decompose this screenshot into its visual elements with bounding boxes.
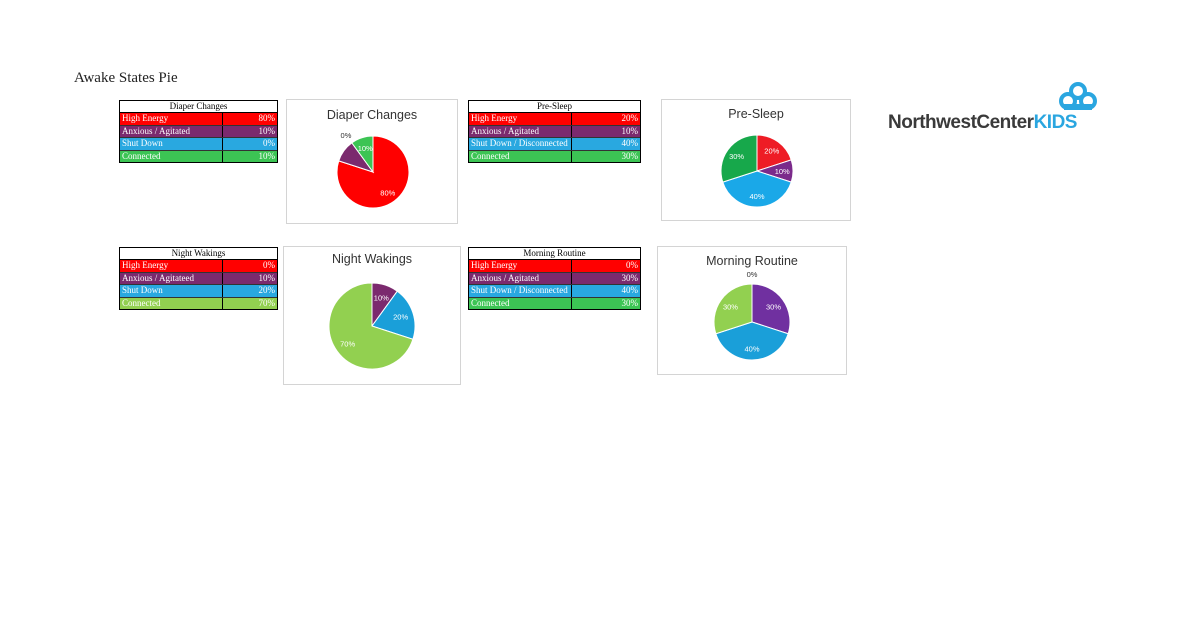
slice-label: 80% <box>380 188 395 197</box>
row-label: Anxious / Agitated <box>120 125 223 137</box>
chart-title: Morning Routine <box>706 254 798 268</box>
table-row: Connected 70% <box>120 296 277 309</box>
slice-label: 10% <box>775 167 790 176</box>
row-label: High Energy <box>469 260 572 272</box>
row-label: Anxious / Agitated <box>469 125 572 137</box>
pie-svg: 10% 20% 70% <box>328 282 416 370</box>
diaper-changes-chart[interactable]: Diaper Changes 80% 0% 10% <box>286 99 458 224</box>
pie-svg: 0% 30% 40% 30% <box>713 270 791 361</box>
table-header: Night Wakings <box>120 248 277 260</box>
row-value: 0% <box>263 260 275 270</box>
pie-slice <box>351 135 374 174</box>
logo-wordmark: NorthwestCenterKIDS <box>888 112 1077 134</box>
row-value: 80% <box>258 113 276 123</box>
table-row: Anxious / Agitated 10% <box>120 124 277 137</box>
row-value: 40% <box>621 138 639 148</box>
row-value: 30% <box>621 272 639 283</box>
diaper-changes-table[interactable]: Diaper Changes High Energy 80% Anxious / A… <box>119 100 278 163</box>
pie-slice <box>713 283 753 335</box>
slice-label: 10% <box>374 293 389 302</box>
pie-svg: 80% 0% 10% <box>336 131 410 209</box>
slice-label: 40% <box>744 345 759 354</box>
table-row: Anxious / Agitated 10% <box>469 124 640 137</box>
row-label: Shut Down / Disconnected <box>469 138 572 150</box>
row-value: 70% <box>258 297 276 308</box>
table-row: Shut Down 20% <box>120 284 277 297</box>
night-wakings-chart[interactable]: Night Wakings 10% 20% 70% <box>283 246 461 385</box>
row-value: 20% <box>258 285 276 295</box>
row-value: 10% <box>621 125 639 136</box>
row-value: 30% <box>621 150 639 161</box>
row-value: 20% <box>621 113 639 123</box>
table-header: Pre-Sleep <box>469 101 640 113</box>
row-value: 0% <box>626 260 638 270</box>
slice-label: 0% <box>747 270 758 279</box>
table-row: Shut Down 0% <box>120 137 277 150</box>
row-label: Anxious / Agitated <box>469 272 572 284</box>
pie-slice <box>715 321 789 361</box>
chart-title: Diaper Changes <box>326 108 418 122</box>
table-row: Connected 30% <box>469 149 640 162</box>
table-row: High Energy 0% <box>469 260 640 272</box>
table-row: Shut Down / Disconnected 40% <box>469 284 640 297</box>
table-row: Shut Down / Disconnected 40% <box>469 137 640 150</box>
row-label: Connected <box>469 297 572 309</box>
table-row: Anxious / Agitated 30% <box>469 271 640 284</box>
slice-label: 30% <box>729 152 744 161</box>
table-row: Connected 10% <box>120 149 277 162</box>
slice-label: 40% <box>749 192 764 201</box>
northwest-center-kids-logo: NorthwestCenterKIDS <box>888 82 1104 137</box>
row-label: Shut Down <box>120 138 223 150</box>
table-row: Anxious / Agitateed 10% <box>120 271 277 284</box>
row-value: 30% <box>621 297 639 308</box>
row-label: Connected <box>120 297 223 309</box>
row-label: High Energy <box>120 260 223 272</box>
pie-slice <box>328 282 414 370</box>
pie-slice <box>720 134 758 183</box>
slice-label: 20% <box>764 147 779 156</box>
row-label: High Energy <box>469 113 572 125</box>
morning-routine-chart[interactable]: Morning Routine 0% 30% 40% 30% <box>657 246 847 375</box>
row-value: 10% <box>258 150 276 161</box>
pie-slice <box>751 283 791 335</box>
slice-label: 70% <box>340 340 355 349</box>
pie-slice <box>371 290 416 340</box>
logo-text-accent: KIDS <box>1033 112 1078 133</box>
chart-title: Night Wakings <box>331 252 413 266</box>
pre-sleep-table[interactable]: Pre-Sleep High Energy 20% Anxious / Agitat… <box>468 100 641 163</box>
row-label: Shut Down <box>120 285 223 297</box>
night-wakings-table[interactable]: Night Wakings High Energy 0% Anxious / Agi… <box>119 247 278 310</box>
table-row: High Energy 0% <box>120 260 277 272</box>
slice-label: 30% <box>766 302 781 311</box>
table-row: High Energy 20% <box>469 113 640 125</box>
row-value: 10% <box>258 125 276 136</box>
row-label: Shut Down / Disconnected <box>469 285 572 297</box>
page-title: Awake States Pie <box>74 70 178 86</box>
row-value: 40% <box>621 285 639 295</box>
slice-label: 0% <box>341 131 352 140</box>
pie-slice <box>756 134 792 172</box>
slice-label: 10% <box>358 144 373 153</box>
pie-svg: 20% 10% 40% 30% <box>720 134 794 208</box>
morning-routine-table[interactable]: Morning Routine High Energy 0% Anxious / A… <box>468 247 641 310</box>
table-header: Diaper Changes <box>120 101 277 113</box>
chart-title: Pre-Sleep <box>728 107 784 121</box>
row-label: Connected <box>469 150 572 162</box>
cloud-logo-icon <box>1059 82 1097 110</box>
logo-text-dark: NorthwestCenter <box>888 112 1034 133</box>
table-row: Connected 30% <box>469 296 640 309</box>
table-header: Morning Routine <box>469 248 640 260</box>
slice-label: 30% <box>723 302 738 311</box>
row-label: Anxious / Agitateed <box>120 272 223 284</box>
pie-slice <box>722 170 792 208</box>
row-label: High Energy <box>120 113 223 125</box>
table-row: High Energy 80% <box>120 113 277 125</box>
slice-label: 20% <box>393 313 408 322</box>
row-value: 10% <box>258 272 276 283</box>
row-value: 0% <box>263 138 275 148</box>
pre-sleep-chart[interactable]: Pre-Sleep 20% 10% 40% 30% <box>661 99 851 221</box>
row-label: Connected <box>120 150 223 162</box>
